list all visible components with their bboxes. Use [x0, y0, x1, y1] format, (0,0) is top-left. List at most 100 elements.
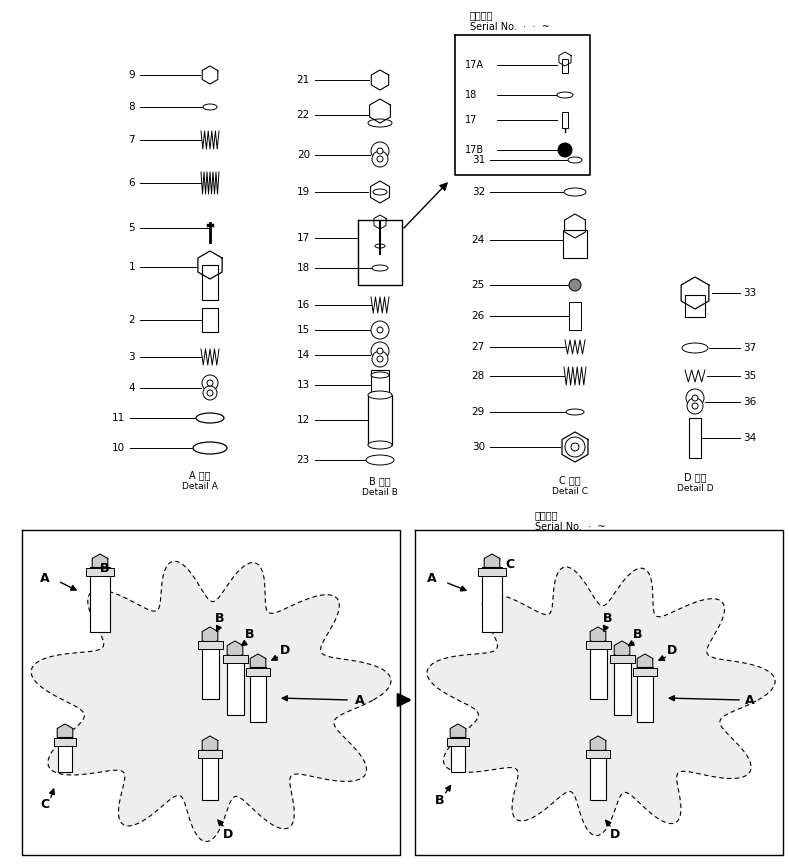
Text: 17: 17 [297, 233, 310, 243]
Text: 36: 36 [743, 397, 756, 407]
Text: C: C [40, 798, 50, 811]
Ellipse shape [366, 455, 394, 465]
Ellipse shape [196, 413, 224, 423]
Bar [202, 641, 219, 699]
Circle shape [371, 342, 389, 360]
Text: 31: 31 [472, 155, 485, 165]
Text: 34: 34 [743, 433, 756, 443]
Text: 27: 27 [472, 342, 485, 352]
Text: 11: 11 [112, 413, 125, 423]
Bar [478, 568, 506, 576]
Text: 16: 16 [297, 300, 310, 310]
Text: 4: 4 [129, 383, 135, 393]
Text: 2: 2 [129, 315, 135, 325]
Text: 23: 23 [297, 455, 310, 465]
Polygon shape [565, 214, 585, 238]
Text: Detail B: Detail B [362, 488, 398, 497]
Circle shape [372, 151, 388, 167]
Text: A 詳細: A 詳細 [189, 470, 211, 480]
Bar [586, 750, 610, 758]
Polygon shape [614, 641, 630, 659]
Text: B: B [604, 612, 613, 625]
Circle shape [207, 390, 213, 396]
Circle shape [377, 356, 383, 362]
Text: C: C [506, 559, 514, 572]
Text: 30: 30 [472, 442, 485, 452]
Polygon shape [198, 251, 222, 279]
Text: A: A [40, 572, 50, 585]
Text: Serial No.  ·  ~: Serial No. · ~ [535, 522, 605, 532]
Text: D: D [280, 644, 290, 657]
Bar [198, 641, 223, 649]
Bar [54, 738, 76, 746]
Text: B: B [436, 793, 445, 806]
Bar [198, 750, 222, 758]
Circle shape [203, 386, 217, 400]
Text: B: B [634, 629, 643, 642]
Text: D: D [610, 829, 620, 842]
Polygon shape [202, 736, 218, 754]
Circle shape [371, 321, 389, 339]
Circle shape [377, 148, 383, 154]
Polygon shape [250, 654, 266, 672]
Ellipse shape [203, 104, 217, 110]
Text: B: B [245, 629, 255, 642]
Circle shape [377, 156, 383, 162]
Text: 18: 18 [465, 90, 477, 100]
Text: 33: 33 [743, 288, 756, 298]
Polygon shape [451, 724, 466, 742]
Polygon shape [562, 432, 588, 462]
Bar [482, 567, 502, 632]
Text: 29: 29 [472, 407, 485, 417]
Polygon shape [638, 654, 653, 672]
Text: 35: 35 [743, 371, 756, 381]
Text: 13: 13 [297, 380, 310, 390]
Circle shape [569, 279, 581, 291]
Bar [202, 750, 218, 800]
Bar [689, 418, 701, 458]
Text: 12: 12 [297, 415, 310, 425]
Bar [371, 370, 389, 400]
Text: 適用号機: 適用号機 [470, 10, 493, 20]
Text: 10: 10 [112, 443, 125, 453]
Text: 22: 22 [297, 110, 310, 120]
Bar [250, 667, 266, 722]
Bar [590, 750, 606, 800]
Text: D 詳細: D 詳細 [684, 472, 706, 482]
Bar [614, 655, 631, 715]
Text: 6: 6 [129, 178, 135, 188]
Polygon shape [374, 215, 386, 229]
Polygon shape [590, 736, 606, 754]
Text: B: B [215, 612, 225, 625]
Text: D: D [222, 829, 233, 842]
Text: 14: 14 [297, 350, 310, 360]
Text: D: D [667, 644, 677, 657]
Text: 26: 26 [472, 311, 485, 321]
Polygon shape [371, 181, 390, 203]
Bar [563, 230, 587, 258]
Circle shape [692, 403, 698, 409]
Text: 適用号機: 適用号機 [535, 510, 559, 520]
Ellipse shape [566, 409, 584, 415]
Polygon shape [369, 99, 391, 123]
Text: B: B [100, 561, 110, 574]
Text: A: A [355, 694, 365, 707]
Circle shape [371, 142, 389, 160]
Ellipse shape [368, 119, 392, 127]
Text: 37: 37 [743, 343, 756, 353]
Text: 17A: 17A [465, 60, 484, 70]
Text: 21: 21 [297, 75, 310, 85]
Polygon shape [590, 627, 606, 645]
Bar [86, 568, 114, 576]
Polygon shape [484, 554, 499, 572]
Text: 1: 1 [129, 262, 135, 272]
Bar [685, 295, 705, 317]
Text: Detail C: Detail C [552, 487, 588, 496]
Circle shape [565, 437, 585, 457]
Polygon shape [202, 627, 218, 645]
Bar [633, 668, 657, 676]
Ellipse shape [368, 441, 392, 449]
Circle shape [377, 327, 383, 333]
Bar [562, 59, 568, 73]
Bar [447, 738, 469, 746]
